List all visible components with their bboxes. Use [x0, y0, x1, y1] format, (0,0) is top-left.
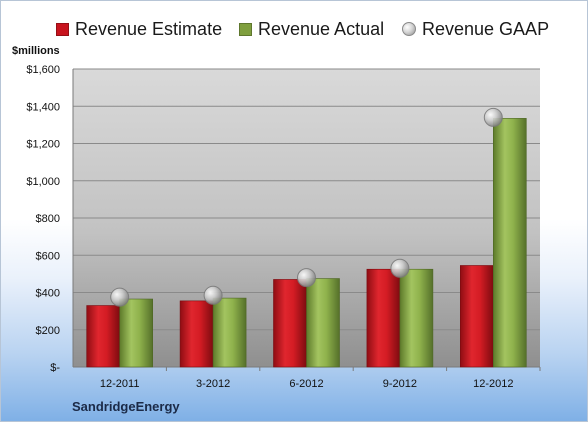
- x-tick-label: 12-2011: [100, 378, 140, 390]
- legend-swatch-actual: [239, 22, 252, 36]
- legend-item-revenue-actual: Revenue Actual: [239, 16, 384, 42]
- legend-label-actual: Revenue Actual: [258, 18, 385, 39]
- bar-revenue-actual: [212, 297, 247, 368]
- bar-revenue-actual: [119, 298, 153, 368]
- y-tick-label: $800: [36, 213, 60, 225]
- y-tick-label: $-: [50, 362, 60, 374]
- bar-revenue-actual: [306, 278, 340, 368]
- legend: Revenue Estimate Revenue Actual Revenue …: [1, 16, 587, 42]
- marker-revenue-gaap: [483, 107, 503, 127]
- y-tick-label: $1,000: [26, 176, 60, 188]
- bar-revenue-actual: [492, 118, 527, 368]
- bar-revenue-actual: [399, 268, 434, 368]
- y-tick-label: $1,400: [26, 101, 60, 113]
- bar-revenue-estimate: [273, 279, 307, 368]
- x-tick-label: 3-2012: [196, 378, 230, 390]
- marker-revenue-gaap: [203, 285, 223, 305]
- x-tick-label: 12-2012: [473, 378, 513, 390]
- y-tick-label: $200: [36, 325, 60, 337]
- marker-revenue-gaap: [110, 287, 130, 307]
- legend-swatch-estimate: [56, 22, 69, 36]
- company-name: SandridgeEnergy: [72, 399, 180, 414]
- y-axis-unit-label: $millions: [12, 45, 60, 57]
- legend-item-revenue-gaap: Revenue GAAP: [402, 16, 549, 42]
- y-tick-label: $600: [36, 250, 60, 262]
- y-tick-label: $1,200: [26, 139, 60, 151]
- bar-revenue-estimate: [86, 305, 120, 368]
- x-tick-label: 9-2012: [383, 378, 417, 390]
- bar-revenue-estimate: [459, 265, 494, 368]
- legend-label-gaap: Revenue GAAP: [422, 18, 550, 39]
- legend-item-revenue-estimate: Revenue Estimate: [56, 16, 222, 42]
- marker-revenue-gaap: [297, 268, 316, 288]
- bar-revenue-estimate: [366, 268, 401, 368]
- y-tick-label: $400: [36, 288, 60, 300]
- marker-revenue-gaap: [390, 258, 410, 278]
- y-tick-label: $1,600: [26, 64, 60, 76]
- legend-marker-gaap: [402, 22, 416, 36]
- x-tick-label: 6-2012: [289, 378, 323, 390]
- legend-label-estimate: Revenue Estimate: [75, 18, 223, 39]
- bar-revenue-estimate: [179, 300, 214, 368]
